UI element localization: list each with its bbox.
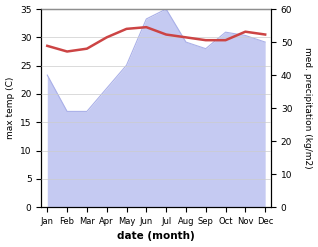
Y-axis label: med. precipitation (kg/m2): med. precipitation (kg/m2) — [303, 47, 313, 169]
Y-axis label: max temp (C): max temp (C) — [5, 77, 15, 139]
X-axis label: date (month): date (month) — [117, 231, 195, 242]
